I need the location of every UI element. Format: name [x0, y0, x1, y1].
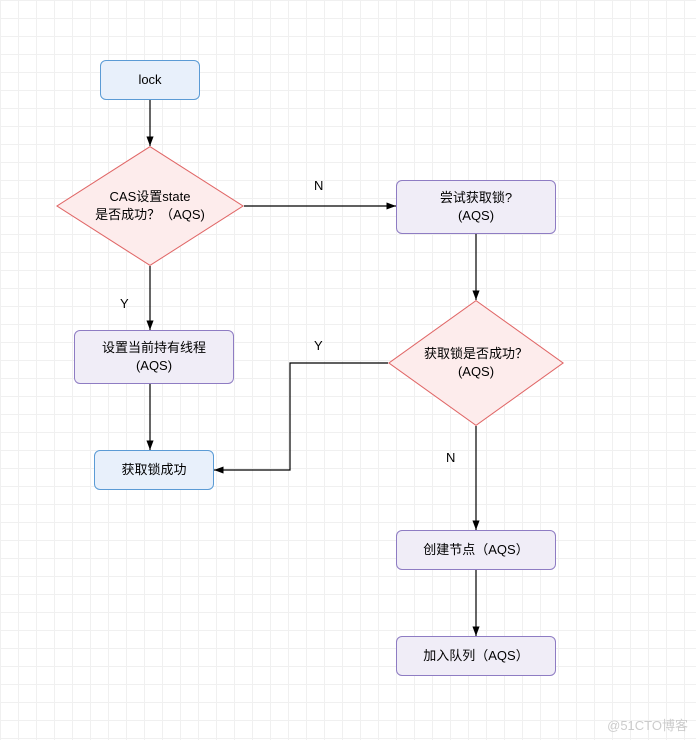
node-text: 获取锁是否成功？(AQS) — [388, 300, 564, 426]
edge-label: N — [446, 450, 455, 465]
node-create_node: 创建节点（AQS） — [396, 530, 556, 570]
node-text: (AQS) — [458, 207, 494, 225]
watermark: @51CTO博客 — [607, 715, 688, 734]
node-try_acquire: 尝试获取锁?(AQS) — [396, 180, 556, 234]
node-text: 创建节点（AQS） — [423, 541, 528, 559]
node-text: 获取锁成功 — [121, 461, 186, 479]
node-text: 尝试获取锁? — [440, 189, 512, 207]
node-acquire_success: 获取锁成功 — [94, 450, 214, 490]
node-text: (AQS) — [136, 357, 172, 375]
edge-acquire_success_q-acquire_success — [214, 363, 388, 470]
node-acquire_success_q: 获取锁是否成功？(AQS) — [388, 300, 564, 426]
node-text: 设置当前持有线程 — [102, 339, 206, 357]
node-enqueue: 加入队列（AQS） — [396, 636, 556, 676]
node-text: lock — [138, 71, 161, 89]
node-text: CAS设置state是否成功？（AQS) — [56, 146, 244, 266]
edge-label: Y — [314, 338, 323, 353]
node-text: 加入队列（AQS） — [423, 647, 528, 665]
node-set_thread: 设置当前持有线程(AQS) — [74, 330, 234, 384]
flowchart-canvas: lockCAS设置state是否成功？（AQS)尝试获取锁?(AQS)设置当前持… — [0, 0, 696, 740]
edge-label: Y — [120, 296, 129, 311]
edge-label: N — [314, 178, 323, 193]
node-lock: lock — [100, 60, 200, 100]
node-cas: CAS设置state是否成功？（AQS) — [56, 146, 244, 266]
